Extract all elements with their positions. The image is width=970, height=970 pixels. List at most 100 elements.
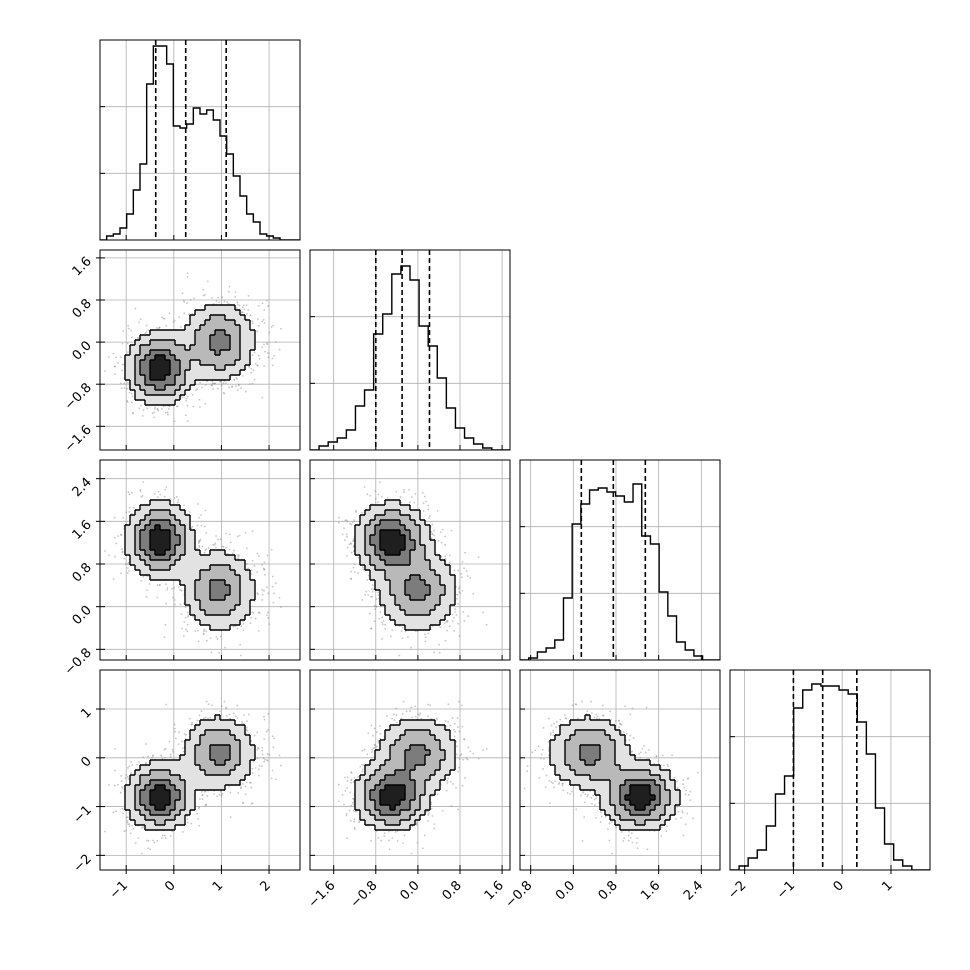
scatter-point [367,594,370,596]
density-cell [170,340,176,346]
density-cell [190,355,196,361]
density-cell [190,345,196,351]
scatter-point [157,409,160,412]
scatter-point [130,392,133,395]
scatter-point [162,317,165,320]
scatter-point [156,408,159,411]
scatter-point [139,488,142,491]
density-cell [230,585,236,591]
scatter-point [190,527,193,529]
scatter-point [146,407,149,410]
density-cell [235,600,241,606]
density-cell [230,325,236,331]
density-cell [190,555,196,561]
density-cell [175,525,181,531]
scatter-point [140,495,143,498]
scatter-point [257,354,260,357]
density-cell [155,375,161,381]
scatter-point [124,563,127,565]
scatter-point [126,399,129,402]
scatter-point [216,638,219,640]
density-cell [195,355,201,361]
density-cell [190,545,196,551]
scatter-point [424,633,426,636]
density-cell [220,350,226,356]
scatter-point [370,627,372,630]
scatter-point [187,615,189,618]
density-cell [155,370,161,376]
scatter-point [240,387,243,389]
scatter-point [184,414,187,417]
scatter-point [242,620,244,623]
scatter-point [134,307,137,310]
density-cell [225,620,231,626]
scatter-point [463,620,466,622]
density-cell [185,580,191,586]
density-cell [200,605,206,611]
scatter-point [244,531,247,534]
density-cell [135,355,141,361]
density-cell [145,365,151,371]
density-cell [145,530,151,536]
density-cell [230,320,236,326]
density-cell [205,375,211,381]
density-cell [230,600,236,606]
scatter-point [274,341,277,343]
scatter-point [224,646,227,649]
density-cell [175,390,181,396]
scatter-point [131,395,134,398]
density-cell [195,315,201,321]
density-cell [155,355,161,361]
density-cell [140,515,146,521]
density-cell [160,380,166,386]
scatter-point [186,611,189,614]
scatter-point [241,311,244,314]
scatter-point [125,511,128,514]
scatter-point [252,369,255,372]
density-cell [210,620,216,626]
scatter-point [242,306,244,308]
density-cell [170,565,176,571]
scatter-point [375,598,378,600]
density-cell [190,330,196,336]
density-cell [215,585,221,591]
density-cell [215,320,221,326]
density-cell [210,605,216,611]
density-cell [145,395,151,401]
scatter-point [256,552,259,555]
density-cell [230,555,236,561]
scatter-point [153,492,156,495]
density-cell [210,340,216,346]
density-cell [180,550,186,556]
scatter-point [266,554,269,557]
scatter-point [211,384,214,387]
scatter-point [232,625,235,628]
y-tick-label-1-0: −1.6 [62,423,95,456]
density-cell [210,325,216,331]
density-cell [220,365,226,371]
scatter-point [265,586,268,589]
scatter-point [257,630,260,632]
density-cell [175,335,181,341]
scatter-point [249,314,252,317]
scatter-point [236,301,239,304]
scatter-point [257,593,259,596]
density-cell [230,310,236,316]
scatter-point [200,514,203,516]
scatter-point [122,330,125,332]
scatter-point [141,494,144,497]
panel-2-1 [309,459,511,661]
scatter-point [211,382,214,385]
scatter-point [183,504,185,507]
density-cell [240,350,246,356]
scatter-point [131,411,134,414]
density-cell [170,350,176,356]
density-cell [165,380,171,386]
density-cell [215,610,221,616]
scatter-point [121,369,123,372]
scatter-point [203,551,206,554]
scatter-point [221,296,224,299]
density-cell [175,365,181,371]
density-cell [180,375,186,381]
density-cell [175,570,181,576]
